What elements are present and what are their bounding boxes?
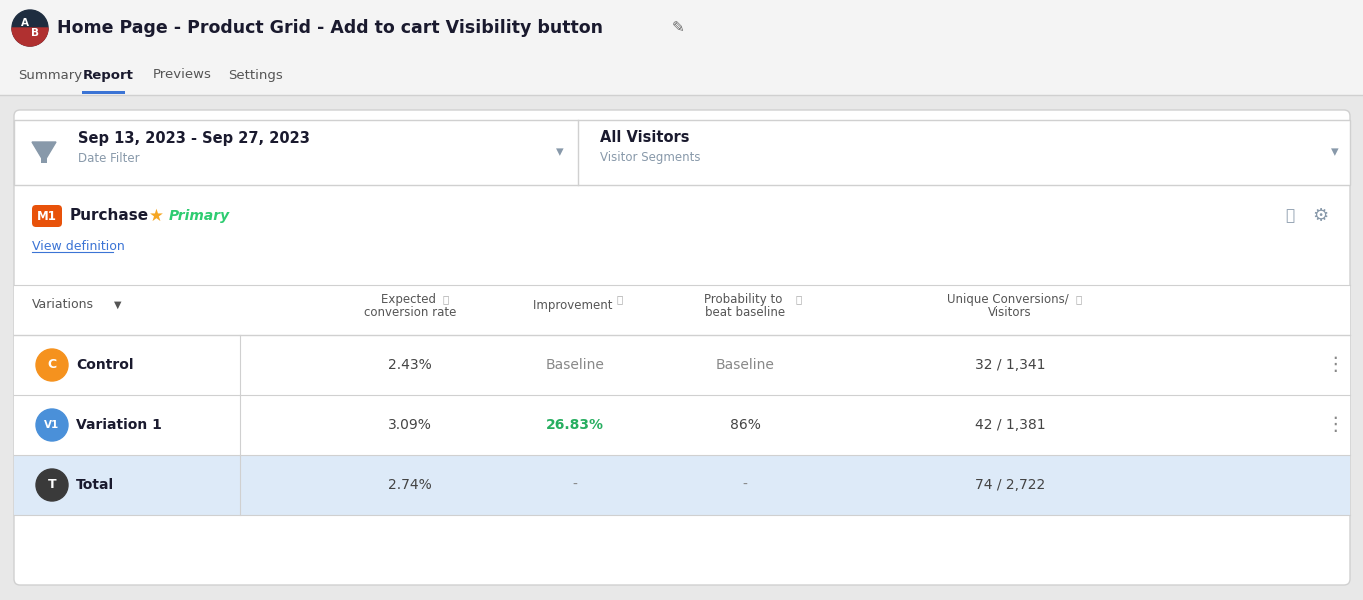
Text: ⓘ: ⓘ bbox=[1075, 294, 1082, 304]
Wedge shape bbox=[12, 28, 48, 46]
Bar bbox=[0, 0, 1363, 55]
Text: 86%: 86% bbox=[729, 418, 761, 432]
Text: Settings: Settings bbox=[228, 68, 282, 82]
Text: Report: Report bbox=[83, 68, 134, 82]
Text: View definition: View definition bbox=[31, 239, 125, 253]
Text: ⓘ: ⓘ bbox=[617, 294, 623, 304]
Text: ⬛: ⬛ bbox=[1285, 208, 1295, 223]
Text: ▾: ▾ bbox=[1332, 145, 1338, 160]
Bar bbox=[14, 120, 1349, 185]
Bar bbox=[41, 157, 46, 163]
Text: ▼: ▼ bbox=[114, 300, 121, 310]
Text: Baseline: Baseline bbox=[545, 358, 604, 372]
Text: Variations: Variations bbox=[31, 298, 94, 311]
Text: -: - bbox=[572, 478, 578, 492]
Text: 32 / 1,341: 32 / 1,341 bbox=[975, 358, 1045, 372]
Bar bbox=[0, 55, 1363, 95]
Text: Primary: Primary bbox=[169, 209, 230, 223]
Text: Visitors: Visitors bbox=[988, 307, 1032, 319]
Text: ⚙: ⚙ bbox=[1313, 207, 1328, 225]
Circle shape bbox=[12, 10, 48, 46]
FancyBboxPatch shape bbox=[31, 205, 61, 227]
Text: Home Page - Product Grid - Add to cart Visibility button: Home Page - Product Grid - Add to cart V… bbox=[57, 19, 602, 37]
Text: Baseline: Baseline bbox=[716, 358, 774, 372]
Text: M1: M1 bbox=[37, 209, 57, 223]
Text: ⓘ: ⓘ bbox=[796, 294, 801, 304]
Text: 74 / 2,722: 74 / 2,722 bbox=[975, 478, 1045, 492]
Text: V1: V1 bbox=[45, 420, 60, 430]
Text: Previews: Previews bbox=[153, 68, 211, 82]
Text: T: T bbox=[48, 479, 56, 491]
Text: Expected: Expected bbox=[380, 292, 439, 305]
Circle shape bbox=[35, 349, 68, 381]
Text: 42 / 1,381: 42 / 1,381 bbox=[975, 418, 1045, 432]
Bar bbox=[14, 335, 1349, 395]
Circle shape bbox=[35, 409, 68, 441]
Text: -: - bbox=[743, 478, 747, 492]
Text: Sep 13, 2023 - Sep 27, 2023: Sep 13, 2023 - Sep 27, 2023 bbox=[78, 130, 309, 145]
Text: ⓘ: ⓘ bbox=[443, 294, 450, 304]
Text: Variation 1: Variation 1 bbox=[76, 418, 162, 432]
Text: beat baseline: beat baseline bbox=[705, 307, 785, 319]
Bar bbox=[14, 455, 1349, 515]
Text: 2.74%: 2.74% bbox=[388, 478, 432, 492]
Circle shape bbox=[35, 469, 68, 501]
Text: ✎: ✎ bbox=[672, 20, 684, 35]
Text: Control: Control bbox=[76, 358, 134, 372]
Text: Improvement: Improvement bbox=[533, 298, 616, 311]
Text: Unique Conversions/: Unique Conversions/ bbox=[947, 292, 1073, 305]
Polygon shape bbox=[31, 142, 56, 162]
Text: C: C bbox=[48, 358, 56, 371]
Text: 26.83%: 26.83% bbox=[547, 418, 604, 432]
Text: 2.43%: 2.43% bbox=[388, 358, 432, 372]
FancyBboxPatch shape bbox=[14, 110, 1349, 585]
Text: ▾: ▾ bbox=[556, 145, 564, 160]
Bar bbox=[14, 395, 1349, 455]
Text: Purchase: Purchase bbox=[70, 208, 149, 223]
Text: ★: ★ bbox=[149, 207, 164, 225]
Text: Date Filter: Date Filter bbox=[78, 151, 139, 164]
Text: conversion rate: conversion rate bbox=[364, 307, 457, 319]
Text: Summary: Summary bbox=[18, 68, 82, 82]
Bar bbox=[14, 285, 1349, 335]
Text: ⋮: ⋮ bbox=[1325, 355, 1345, 374]
Text: Visitor Segments: Visitor Segments bbox=[600, 151, 701, 164]
Text: Total: Total bbox=[76, 478, 114, 492]
Text: Probability to: Probability to bbox=[703, 292, 786, 305]
Text: ⋮: ⋮ bbox=[1325, 415, 1345, 434]
Text: A: A bbox=[20, 18, 29, 28]
Bar bbox=[82, 91, 125, 94]
Text: All Visitors: All Visitors bbox=[600, 130, 690, 145]
Text: B: B bbox=[31, 28, 40, 38]
Text: 3.09%: 3.09% bbox=[388, 418, 432, 432]
